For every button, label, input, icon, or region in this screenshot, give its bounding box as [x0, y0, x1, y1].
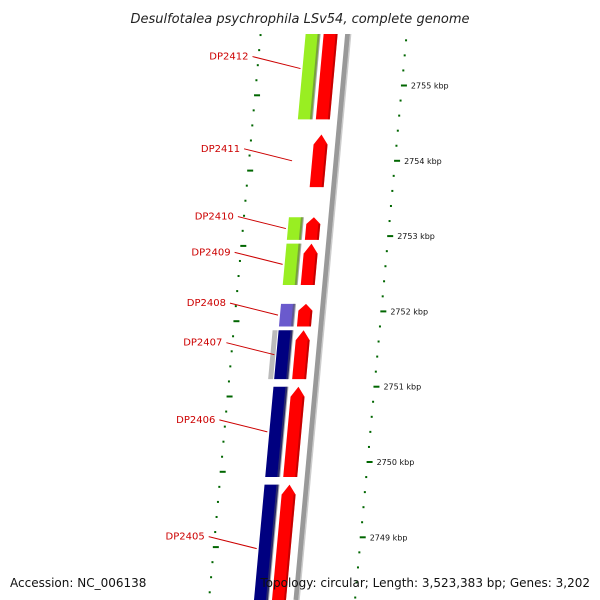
label-leader [229, 302, 279, 316]
feature-track-dp2410 [286, 217, 303, 240]
map-title: Desulfotalea psychrophila LSv54, complet… [130, 12, 469, 27]
feature-track-shade [265, 484, 280, 600]
feature-track-shade [286, 330, 294, 380]
label-leader [226, 342, 275, 356]
cds-arrow-shade [308, 310, 313, 327]
cds-arrow-dp2408 [296, 303, 313, 327]
scale-label: 2755 kbp [411, 82, 449, 91]
cds-arrow-shade [312, 253, 318, 286]
cds-arrow-shade [327, 27, 339, 120]
cds-arrow-dp2410 [304, 217, 321, 240]
label-leader [243, 148, 293, 162]
gene-label-dp2411[interactable]: DP2411 [201, 144, 240, 155]
gene-label-dp2412[interactable]: DP2412 [209, 52, 248, 63]
cds-arrow-dp2405 [271, 484, 296, 600]
title-backdrop [0, 0, 600, 34]
scale-label: 2751 kbp [383, 383, 421, 392]
scale-label: 2749 kbp [370, 533, 408, 542]
cds-arrow-shade [283, 494, 296, 600]
cds-arrow-dp2407 [292, 330, 310, 380]
scale-label: 2754 kbp [404, 157, 442, 166]
backbone-highlight [298, 0, 355, 600]
feature-track-dp2405 [253, 484, 279, 600]
backbone-layer [293, 0, 355, 600]
cds-arrow-dp2406 [283, 386, 305, 478]
gene-label-dp2405[interactable]: DP2405 [166, 532, 205, 543]
topology-text: Topology: circular; Length: 3,523,383 bp… [260, 576, 590, 590]
gene-label-dp2410[interactable]: DP2410 [195, 212, 234, 223]
gene-label-dp2408[interactable]: DP2408 [187, 298, 226, 309]
feature-track-shade [277, 386, 289, 478]
feature-track-dp2408 [278, 303, 296, 327]
gene-label-dp2407[interactable]: DP2407 [183, 338, 222, 349]
feature-track-shade [290, 303, 297, 327]
cds-arrow-shade [321, 144, 328, 188]
label-leader [237, 216, 287, 230]
label-leader [219, 419, 268, 433]
cds-arrow-dp2409 [300, 243, 318, 286]
cds-arrow-dp2411 [309, 134, 328, 188]
cds-arrow-dp2412 [315, 17, 339, 120]
feature-track-shade [294, 243, 302, 286]
cds-arrow-shade [304, 340, 310, 380]
scale-label: 2752 kbp [390, 307, 428, 316]
label-leader [234, 251, 283, 265]
feature-track-dp2412 [297, 17, 322, 120]
backbone-line [293, 0, 354, 600]
feature-tracks [253, 17, 323, 600]
label-leader [252, 56, 301, 70]
scale-label: 2753 kbp [397, 232, 435, 241]
gene-label-dp2406[interactable]: DP2406 [176, 415, 215, 426]
scale-label: 2750 kbp [377, 458, 415, 467]
feature-track-shade [309, 17, 323, 120]
gene-label-dp2409[interactable]: DP2409 [191, 247, 230, 258]
label-leader [208, 536, 257, 550]
cds-arrow-shade [295, 396, 305, 478]
cds-arrow-shade [316, 224, 321, 240]
feature-track-dp2406 [265, 386, 288, 478]
accession-text: Accession: NC_006138 [10, 576, 147, 590]
cds-track [271, 0, 341, 600]
feature-track-shade [298, 217, 304, 240]
